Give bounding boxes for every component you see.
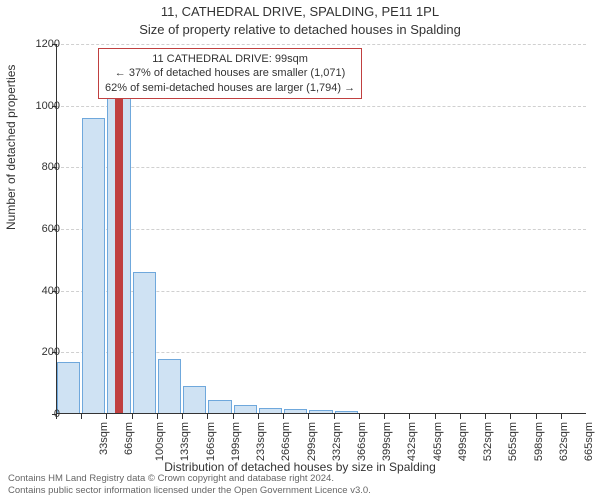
x-tick (384, 414, 385, 419)
y-tick (52, 352, 57, 353)
x-tick (485, 414, 486, 419)
footer-line-1: Contains HM Land Registry data © Crown c… (8, 473, 592, 484)
x-tick (561, 414, 562, 419)
x-tick (308, 414, 309, 419)
histogram-bar (133, 272, 156, 414)
histogram-bar (208, 400, 231, 414)
x-tick-label: 432sqm (407, 422, 419, 461)
x-tick (132, 414, 133, 419)
x-tick-label: 166sqm (205, 422, 217, 461)
x-tick (233, 414, 234, 419)
x-tick (207, 414, 208, 419)
x-tick-label: 399sqm (381, 422, 393, 461)
annotation-line: 62% of semi-detached houses are larger (… (105, 81, 355, 95)
y-tick (52, 229, 57, 230)
x-axis-label: Distribution of detached houses by size … (0, 460, 600, 474)
histogram-bar (183, 386, 206, 414)
gridline (56, 106, 586, 107)
x-tick-label: 299sqm (306, 422, 318, 461)
figure: 11, CATHEDRAL DRIVE, SPALDING, PE11 1PL … (0, 0, 600, 500)
histogram-bar (57, 362, 80, 414)
y-tick (52, 106, 57, 107)
x-tick (460, 414, 461, 419)
x-tick-label: 665sqm (583, 422, 595, 461)
x-tick (536, 414, 537, 419)
y-axis-label: Number of detached properties (4, 65, 18, 230)
footer-attribution: Contains HM Land Registry data © Crown c… (8, 473, 592, 496)
x-tick (334, 414, 335, 419)
histogram-bar (158, 359, 181, 415)
x-tick (435, 414, 436, 419)
annotation-line: 11 CATHEDRAL DRIVE: 99sqm (105, 52, 355, 66)
x-tick-label: 532sqm (482, 422, 494, 461)
x-tick-label: 199sqm (230, 422, 242, 461)
x-tick-label: 465sqm (432, 422, 444, 461)
x-tick (409, 414, 410, 419)
gridline (56, 167, 586, 168)
plot-area: 11 CATHEDRAL DRIVE: 99sqm← 37% of detach… (56, 44, 586, 414)
x-tick (106, 414, 107, 419)
footer-line-2: Contains public sector information licen… (8, 485, 592, 496)
x-tick (81, 414, 82, 419)
x-tick-label: 565sqm (508, 422, 520, 461)
highlight-bar (115, 84, 123, 414)
x-tick-label: 598sqm (533, 422, 545, 461)
page-title: 11, CATHEDRAL DRIVE, SPALDING, PE11 1PL (0, 4, 600, 19)
x-tick-label: 133sqm (179, 422, 191, 461)
x-tick (182, 414, 183, 419)
gridline (56, 229, 586, 230)
x-tick-label: 332sqm (331, 422, 343, 461)
chart-area: 11 CATHEDRAL DRIVE: 99sqm← 37% of detach… (56, 44, 586, 414)
histogram-bar (82, 118, 105, 414)
y-tick (52, 44, 57, 45)
x-tick (56, 414, 57, 419)
x-axis-line (56, 413, 586, 414)
x-tick (258, 414, 259, 419)
x-tick-label: 266sqm (280, 422, 292, 461)
x-tick (359, 414, 360, 419)
x-tick (283, 414, 284, 419)
y-tick (52, 167, 57, 168)
gridline (56, 44, 586, 45)
x-tick-label: 233sqm (255, 422, 267, 461)
annotation-line: ← 37% of detached houses are smaller (1,… (105, 66, 355, 80)
x-tick-label: 499sqm (457, 422, 469, 461)
x-tick-label: 66sqm (123, 422, 135, 455)
x-tick-label: 366sqm (356, 422, 368, 461)
y-tick (52, 291, 57, 292)
x-tick-label: 33sqm (98, 422, 110, 455)
x-tick-label: 100sqm (154, 422, 166, 461)
page-subtitle: Size of property relative to detached ho… (0, 22, 600, 37)
annotation-box: 11 CATHEDRAL DRIVE: 99sqm← 37% of detach… (98, 48, 362, 99)
x-tick-label: 632sqm (558, 422, 570, 461)
x-tick (510, 414, 511, 419)
x-tick (157, 414, 158, 419)
